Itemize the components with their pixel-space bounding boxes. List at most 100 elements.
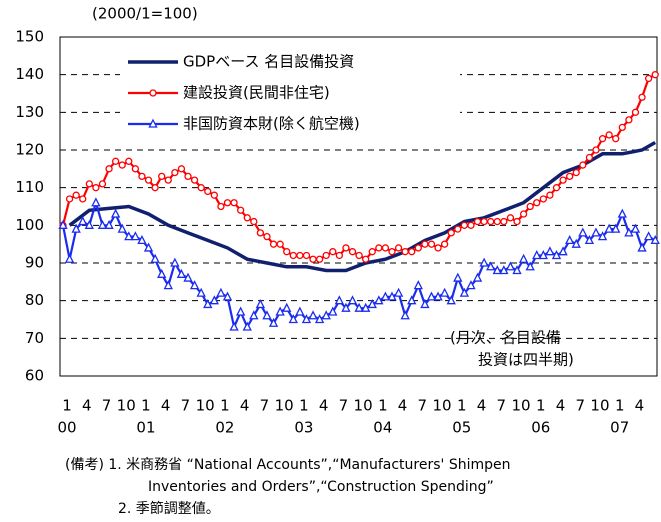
- marker: [164, 176, 172, 184]
- x-year-label: 00: [57, 419, 76, 437]
- marker: [564, 234, 575, 245]
- x-year-label: 04: [373, 419, 392, 437]
- marker: [479, 257, 489, 267]
- x-tick-label: 10: [590, 397, 609, 415]
- marker: [177, 165, 186, 173]
- y-tick-label: 140: [15, 65, 44, 83]
- marker: [125, 157, 133, 165]
- x-tick-label: 7: [418, 397, 428, 415]
- marker: [466, 280, 476, 290]
- y-tick-label: 150: [15, 28, 44, 46]
- marker: [513, 217, 521, 226]
- marker: [329, 248, 337, 256]
- marker: [91, 197, 101, 207]
- marker: [631, 108, 640, 116]
- marker: [268, 317, 279, 327]
- marker: [137, 234, 147, 245]
- x-year-label: 06: [531, 419, 550, 437]
- marker: [322, 251, 330, 260]
- marker: [361, 302, 371, 312]
- marker: [302, 251, 311, 260]
- marker: [283, 248, 291, 256]
- x-tick-label: 10: [511, 397, 530, 415]
- marker: [381, 244, 390, 252]
- marker: [650, 234, 660, 245]
- marker: [637, 242, 647, 252]
- y-tick-label: 60: [25, 367, 44, 385]
- marker: [374, 295, 384, 305]
- marker: [144, 176, 153, 184]
- marker: [578, 227, 588, 237]
- marker: [625, 116, 633, 124]
- marker: [249, 310, 259, 320]
- marker: [604, 223, 614, 233]
- marker: [203, 299, 213, 309]
- x-tick-label: 7: [339, 397, 349, 415]
- series-line: [68, 140, 657, 273]
- marker: [433, 291, 443, 301]
- marker: [170, 257, 180, 267]
- marker: [362, 255, 370, 263]
- x-tick-label: 1: [62, 397, 72, 415]
- marker: [538, 250, 549, 260]
- marker: [446, 295, 456, 305]
- marker: [388, 248, 396, 256]
- marker: [571, 238, 581, 248]
- marker: [408, 248, 416, 256]
- marker: [413, 280, 423, 290]
- marker: [519, 210, 528, 218]
- marker: [579, 161, 587, 169]
- marker: [354, 302, 364, 312]
- marker: [235, 306, 246, 316]
- marker: [375, 244, 383, 252]
- marker: [189, 280, 200, 290]
- marker: [78, 216, 88, 226]
- x-tick-label: 1: [220, 397, 230, 415]
- x-tick-label: 4: [161, 397, 171, 415]
- y-tick-label: 100: [15, 216, 44, 234]
- legend-label: GDPベース 名目設備投資: [183, 53, 354, 71]
- marker: [104, 219, 114, 229]
- marker: [552, 184, 561, 192]
- marker: [585, 153, 594, 162]
- marker: [427, 240, 436, 248]
- marker: [150, 253, 160, 263]
- marker: [624, 227, 634, 237]
- marker: [138, 172, 146, 181]
- marker: [492, 265, 502, 275]
- chart-subtitle: (2000/1=100): [92, 5, 198, 23]
- x-tick-label: 1: [457, 397, 467, 415]
- marker: [597, 231, 608, 241]
- x-year-label: 07: [610, 419, 629, 437]
- marker: [592, 146, 600, 154]
- marker: [643, 231, 654, 241]
- marker: [572, 168, 580, 177]
- marker: [387, 291, 397, 301]
- marker: [131, 165, 140, 173]
- marker: [355, 251, 363, 260]
- marker: [84, 219, 94, 229]
- marker: [282, 302, 292, 312]
- marker: [506, 214, 515, 222]
- marker: [130, 231, 141, 241]
- marker: [328, 306, 338, 316]
- marker: [171, 168, 179, 177]
- x-year-label: 03: [294, 419, 313, 437]
- marker: [558, 246, 568, 256]
- marker: [500, 217, 508, 226]
- x-tick-label: 7: [102, 397, 112, 415]
- annotation: (月次、名目設備: [450, 329, 561, 347]
- marker: [546, 191, 554, 199]
- marker: [559, 176, 567, 184]
- marker: [407, 295, 417, 305]
- marker: [118, 161, 126, 169]
- marker: [97, 219, 108, 229]
- legend-label: 非国防資本財(除く航空機): [183, 115, 360, 133]
- x-tick-label: 7: [575, 397, 585, 415]
- marker: [217, 202, 225, 211]
- marker: [499, 265, 509, 275]
- marker: [295, 306, 305, 316]
- marker: [420, 299, 430, 309]
- marker: [426, 291, 437, 301]
